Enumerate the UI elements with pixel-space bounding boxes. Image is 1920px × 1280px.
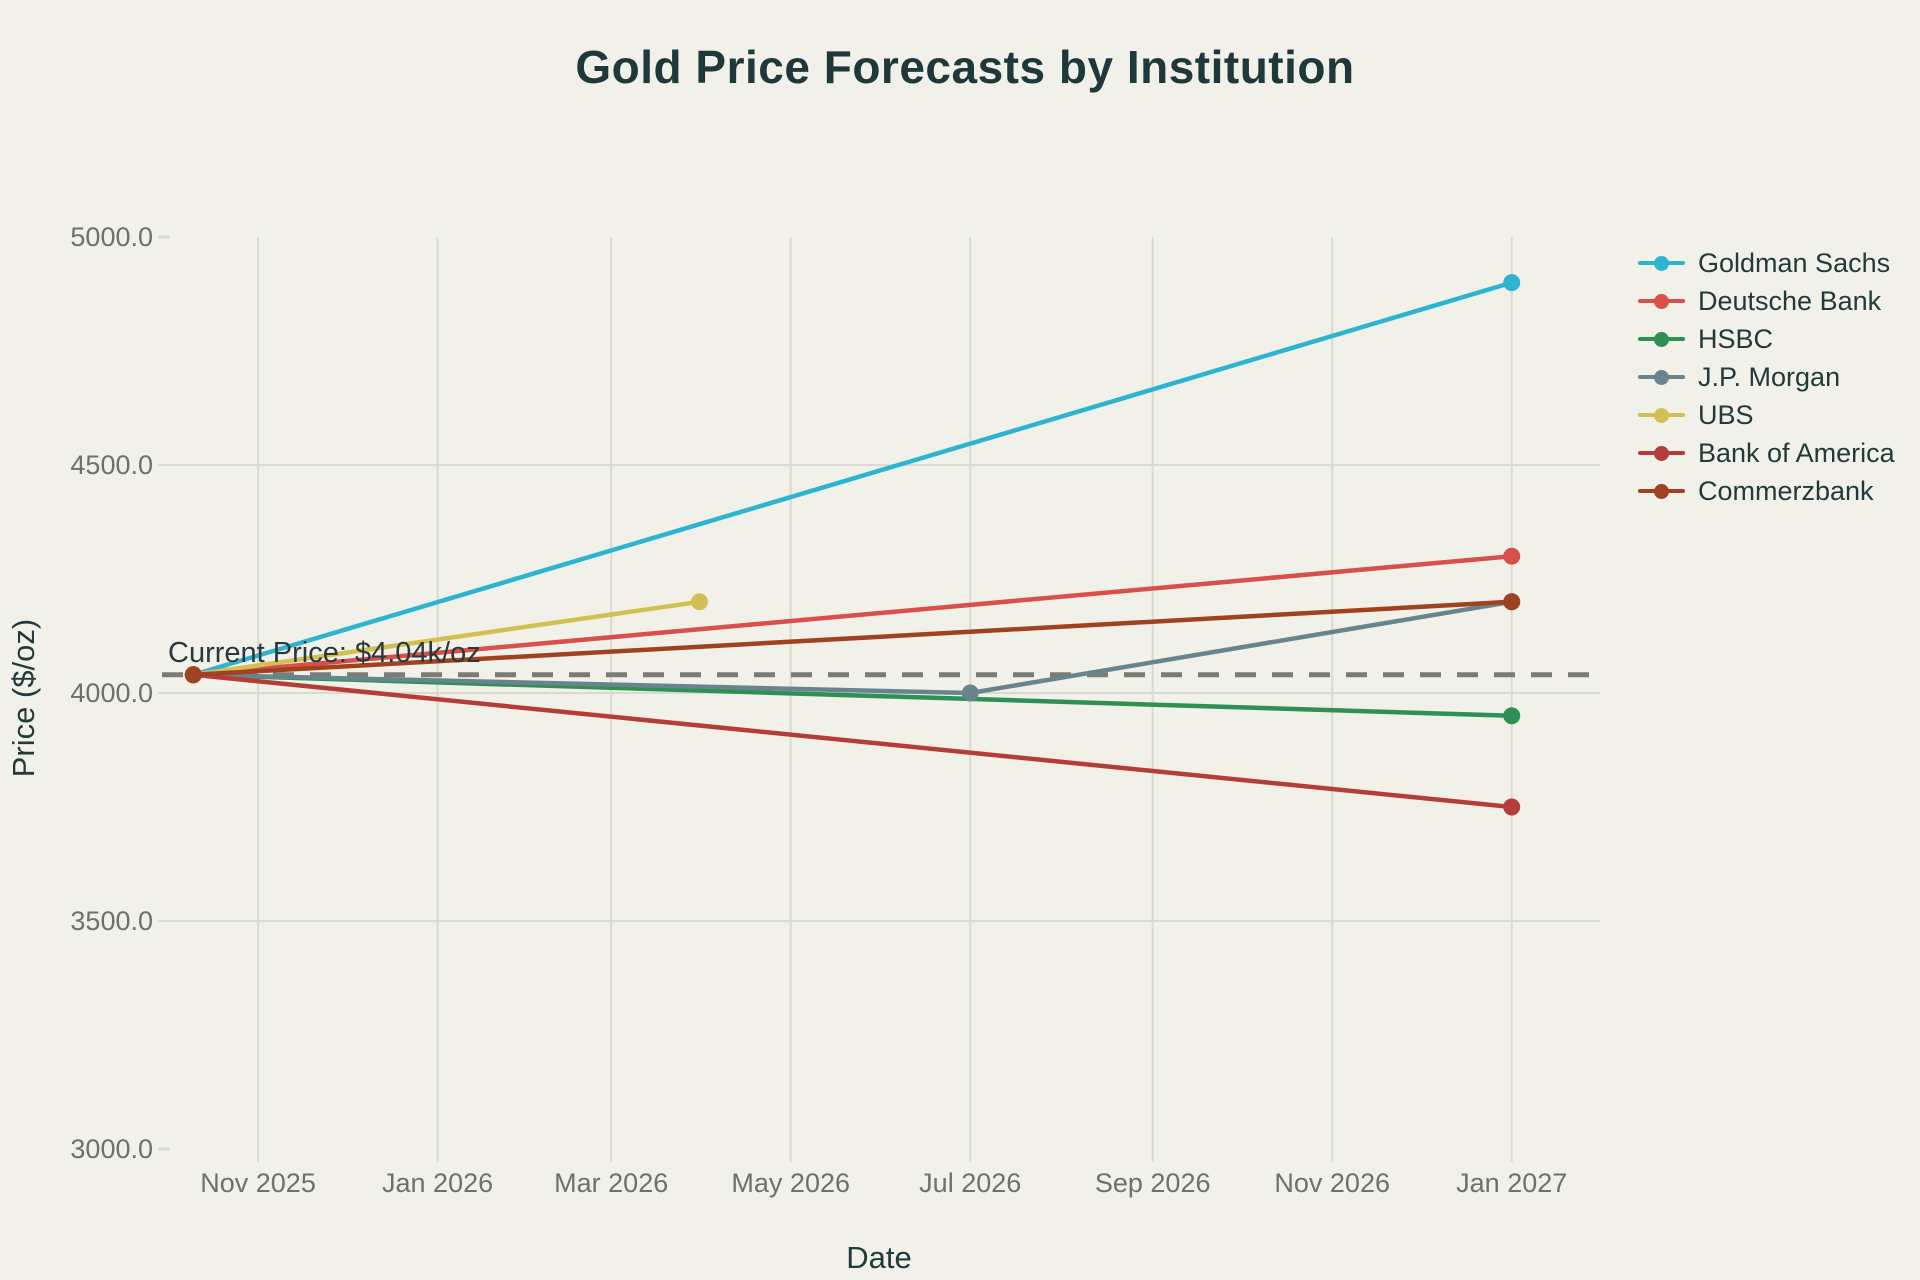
legend-label: Goldman Sachs (1698, 247, 1891, 278)
series-line-bank-of-america (191, 672, 1514, 810)
x-tick-label-nov-2026: Nov 2026 (1274, 1168, 1390, 1198)
y-axis-title: Price ($/oz) (6, 618, 41, 778)
legend-item-ubs: UBS (1638, 396, 1895, 434)
legend-item-commerzbank: Commerzbank (1638, 472, 1895, 510)
legend-dot-icon (1654, 445, 1669, 461)
x-tick-label-nov-2025: Nov 2025 (200, 1168, 316, 1198)
series-point-commerzbank-0 (184, 666, 202, 684)
series-point-j-p-morgan-1 (961, 684, 979, 702)
series-point-bank-of-america-1 (1503, 798, 1521, 816)
series-point-commerzbank-1 (1503, 593, 1521, 611)
chart-title: Gold Price Forecasts by Institution (575, 41, 1355, 93)
legend-label: J.P. Morgan (1698, 361, 1841, 392)
x-tick-label-sep-2026: Sep 2026 (1095, 1168, 1211, 1198)
legend-item-bank-of-america: Bank of America (1638, 434, 1895, 472)
x-tick-label-jul-2026: Jul 2026 (919, 1168, 1021, 1198)
legend-marker-ubs (1638, 407, 1685, 423)
y-tick-label-3000: 3000.0 (70, 1134, 153, 1164)
y-tick-label-4000: 4000.0 (70, 678, 153, 708)
current-price-annotation: Current Price: $4.04k/oz (168, 637, 481, 669)
x-axis-title: Date (846, 1240, 912, 1275)
legend-label: Deutsche Bank (1698, 285, 1882, 316)
legend: Goldman Sachs Deutsche Bank HSBC J.P. Morga… (1638, 244, 1895, 510)
legend-label: UBS (1698, 399, 1754, 430)
legend-item-goldman-sachs: Goldman Sachs (1638, 244, 1895, 282)
series-line-deutsche-bank (191, 553, 1514, 678)
legend-label: HSBC (1698, 323, 1774, 354)
legend-marker-hsbc (1638, 331, 1685, 347)
legend-item-hsbc: HSBC (1638, 320, 1895, 358)
y-tick-label-3500: 3500.0 (70, 906, 153, 936)
legend-dot-icon (1654, 407, 1669, 423)
legend-marker-deutsche-bank (1638, 293, 1685, 309)
legend-marker-j-p-morgan (1638, 369, 1685, 385)
legend-item-deutsche-bank: Deutsche Bank (1638, 282, 1895, 320)
legend-dot-icon (1654, 369, 1669, 385)
legend-dot-icon (1654, 293, 1669, 309)
legend-dot-icon (1654, 331, 1669, 347)
y-tick-label-4500: 4500.0 (70, 450, 153, 480)
series-goldman-sachs (184, 274, 1521, 684)
series-line-commerzbank (191, 599, 1514, 678)
legend-label: Commerzbank (1698, 475, 1874, 506)
legend-marker-commerzbank (1638, 483, 1685, 499)
legend-dot-icon (1654, 255, 1669, 271)
legend-marker-goldman-sachs (1638, 255, 1685, 271)
x-tick-label-jan-2027: Jan 2027 (1456, 1168, 1567, 1198)
x-tick-label-mar-2026: Mar 2026 (554, 1168, 668, 1198)
y-tick-label-5000: 5000.0 (70, 222, 153, 252)
series-point-goldman-sachs-1 (1503, 274, 1521, 292)
legend-label: Bank of America (1698, 437, 1895, 468)
series-point-ubs-1 (690, 593, 708, 611)
series-point-deutsche-bank-1 (1503, 547, 1521, 565)
series-line-ubs (191, 599, 702, 678)
legend-dot-icon (1654, 483, 1669, 499)
series-line-goldman-sachs (191, 280, 1514, 678)
x-tick-label-may-2026: May 2026 (731, 1168, 850, 1198)
series-point-hsbc-1 (1503, 707, 1521, 725)
legend-marker-bank-of-america (1638, 445, 1685, 461)
series-commerzbank (184, 593, 1521, 684)
x-tick-label-jan-2026: Jan 2026 (382, 1168, 493, 1198)
legend-item-j-p-morgan: J.P. Morgan (1638, 358, 1895, 396)
